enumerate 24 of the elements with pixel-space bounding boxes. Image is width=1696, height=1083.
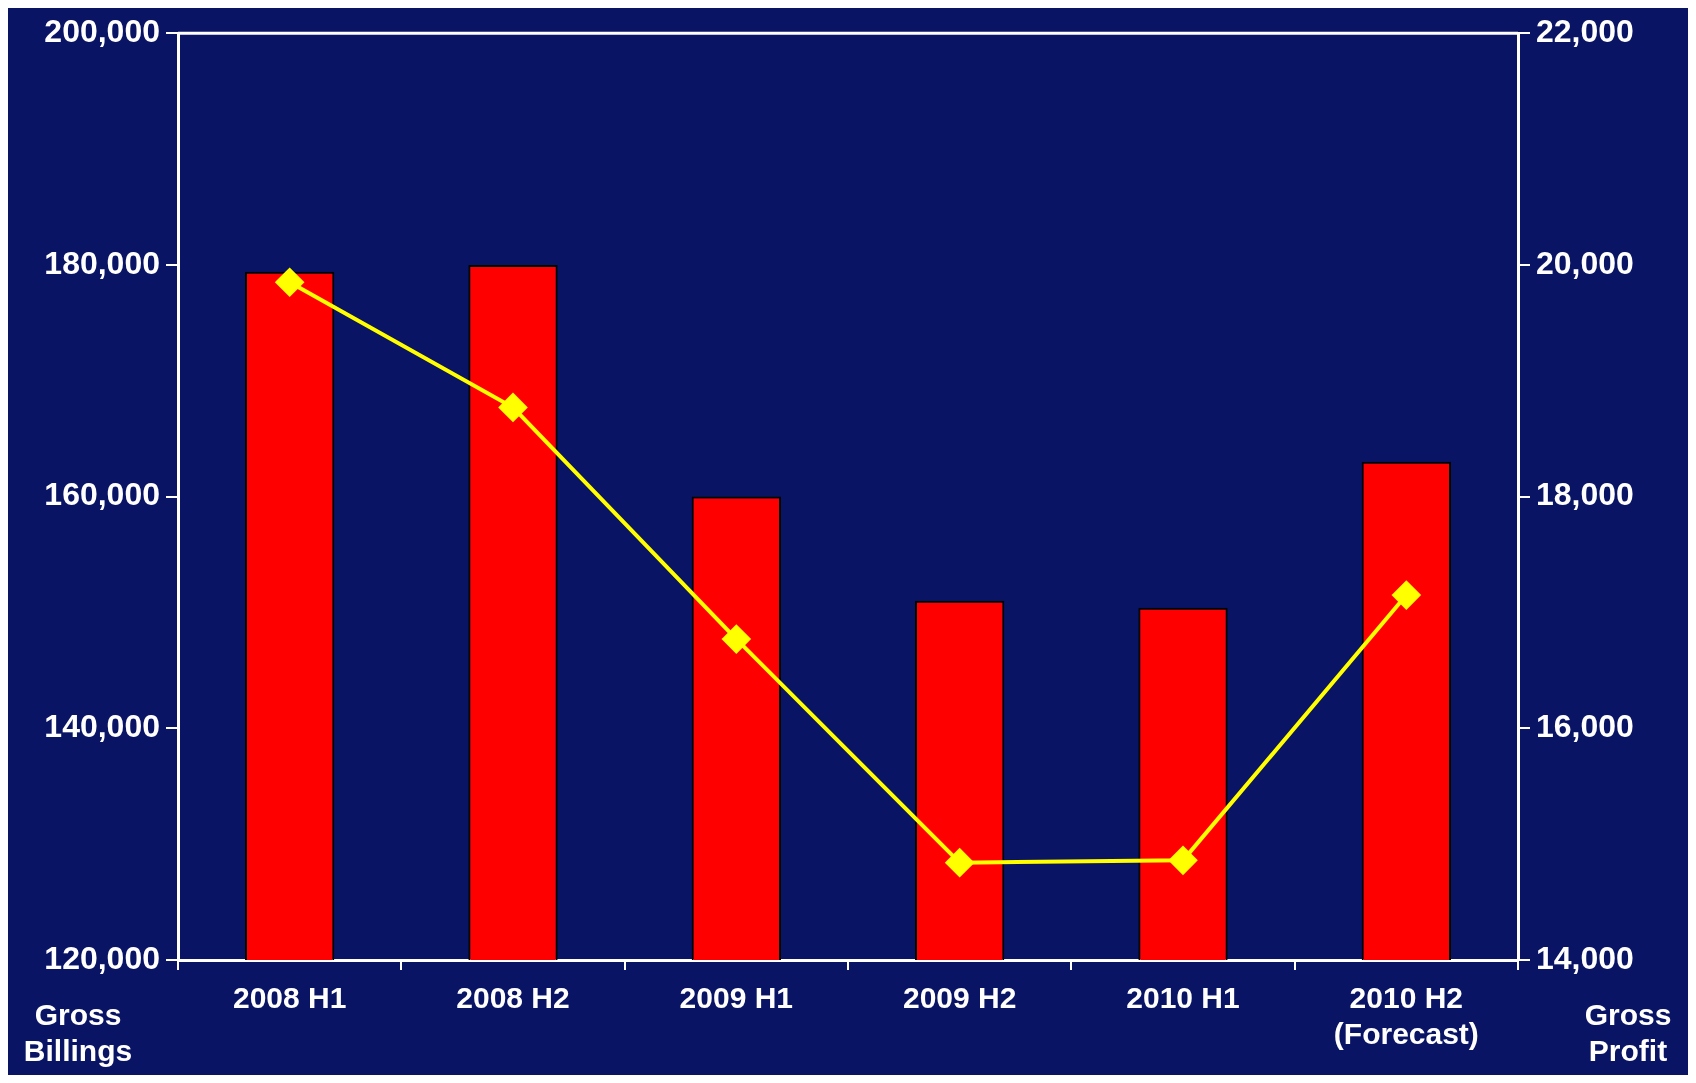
y-tick-label: 160,000 [44, 476, 160, 513]
y-axis-title: Gross Billings [23, 998, 133, 1068]
y-tick-label: 140,000 [44, 708, 160, 745]
point [499, 393, 527, 422]
y2-tick-label: 16,000 [1536, 708, 1634, 745]
y-tick-label: 120,000 [44, 939, 160, 976]
point [1392, 581, 1421, 610]
x-tick-label: 2008 H2 [456, 981, 570, 1015]
y2-tick-label: 14,000 [1536, 939, 1634, 976]
y2-tick-label: 20,000 [1536, 244, 1634, 281]
point [1169, 846, 1197, 875]
point [275, 268, 304, 297]
x-tick-label: 2010 H1 [1126, 981, 1240, 1015]
x-tick-label: 2008 H1 [232, 981, 347, 1015]
y2-tick-label: 22,000 [1536, 13, 1634, 50]
y-tick-label: 200,000 [44, 13, 160, 50]
point [945, 848, 974, 877]
x-tick-label: 2010 H2 (Forecast) [1333, 981, 1479, 1051]
y2-axis-title: Gross Profit [1584, 998, 1672, 1068]
x-tick-label: 2009 H2 [902, 981, 1017, 1015]
x-tick-label: 2009 H1 [679, 981, 794, 1015]
y2-tick-label: 18,000 [1536, 476, 1634, 513]
y-tick-label: 180,000 [44, 244, 160, 281]
point [722, 625, 751, 654]
